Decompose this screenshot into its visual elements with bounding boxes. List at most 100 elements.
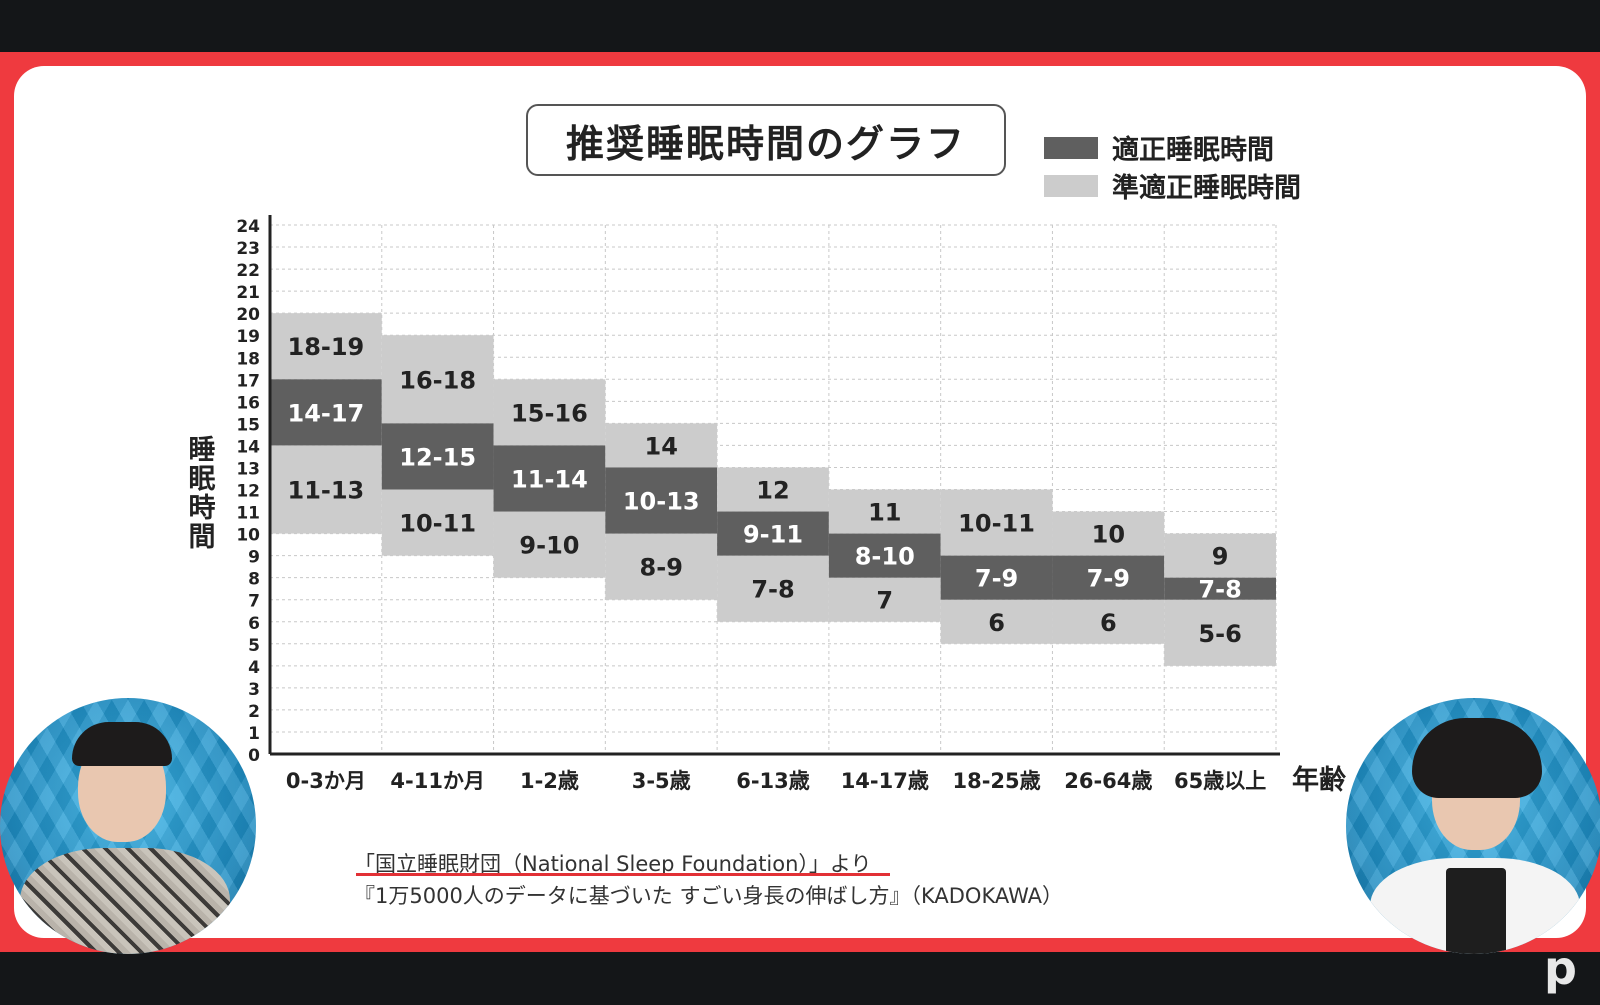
y-tick-label: 8 [248, 570, 260, 590]
y-tick-label: 9 [248, 548, 260, 568]
x-tick-label: 3-5歳 [632, 769, 691, 793]
y-tick-label: 10 [236, 526, 260, 546]
bar-semi-upper [605, 423, 718, 468]
y-tick-label: 5 [248, 636, 260, 656]
person-hair [1412, 718, 1542, 798]
legend-label-optimal: 適正睡眠時間 [1112, 135, 1274, 166]
bar-optimal [828, 533, 941, 578]
y-tick-label: 13 [236, 459, 260, 479]
bar-label-semi-lower: 5-6 [1198, 620, 1241, 648]
y-axis-label: 睡眠時間 [188, 435, 216, 553]
y-tick-labels: 0123456789101112131415161718192021222324 [236, 217, 260, 766]
bar-label-semi-lower: 6 [988, 609, 1005, 637]
bar-semi-upper [717, 467, 829, 512]
x-tick-label: 6-13歳 [736, 769, 810, 793]
y-tick-label: 14 [236, 437, 260, 457]
y-tick-label: 2 [248, 702, 260, 722]
bar-label-semi-upper: 16-18 [399, 366, 476, 394]
source-line-2: 『1万5000人のデータに基づいた すごい身長の伸ばし方』（KADOKAWA） [354, 884, 1064, 908]
legend-item-optimal: 適正睡眠時間 [1044, 128, 1274, 167]
y-tick-label: 20 [236, 305, 260, 325]
presenter-camera-left [0, 698, 256, 954]
y-tick-label: 24 [236, 217, 260, 237]
bar-label-semi-lower: 9-10 [519, 532, 579, 560]
y-tick-label: 21 [236, 283, 260, 303]
presenter-camera-right [1346, 698, 1600, 954]
bar-optimal [940, 555, 1053, 600]
bar-label-semi-lower: 10-11 [399, 510, 476, 538]
y-tick-label: 22 [236, 261, 260, 281]
x-tick-label: 26-64歳 [1064, 769, 1152, 793]
x-tick-label: 18-25歳 [952, 769, 1040, 793]
bar-label-semi-upper: 10 [1092, 521, 1125, 549]
bar-labels: 14-17 18-19 11-13 12-15 16-18 10-11 11-14 15-16… [288, 333, 1242, 648]
bar-label-semi-upper: 15-16 [511, 399, 588, 427]
bar-label-optimal: 7-8 [1198, 576, 1241, 604]
bar-semi-upper [940, 489, 1053, 556]
y-tick-label: 6 [248, 614, 260, 634]
y-tick-label: 11 [236, 504, 260, 524]
bar-semi-lower [1164, 599, 1276, 666]
bar-layer [270, 313, 1276, 666]
brand-logo: p [1544, 941, 1577, 995]
axes [268, 215, 1280, 756]
person-body [20, 848, 230, 954]
bar-semi-upper [270, 313, 382, 380]
bar-optimal [1052, 555, 1165, 600]
bar-optimal [1164, 577, 1276, 600]
bar-label-optimal: 12-15 [399, 443, 476, 471]
y-tick-label: 4 [248, 658, 260, 678]
bar-semi-lower [270, 445, 382, 534]
bar-label-semi-upper: 14 [645, 432, 678, 460]
legend-label-semi-optimal: 準適正睡眠時間 [1112, 173, 1301, 204]
bar-label-semi-lower: 8-9 [640, 554, 683, 582]
bar-semi-lower [828, 577, 941, 622]
x-tick-labels: 0-3か月 4-11か月 1-2歳 3-5歳 6-13歳 14-17歳 18-25歳 26-6… [286, 769, 1266, 793]
legend-swatch-optimal [1044, 136, 1098, 159]
x-tick-label: 0-3か月 [286, 769, 366, 793]
chart-title: 推奨睡眠時間のグラフ [565, 121, 966, 166]
bar-label-optimal: 9-11 [743, 521, 803, 549]
bar-semi-upper [1052, 511, 1165, 556]
source-underline [356, 873, 890, 876]
bar-semi-upper [381, 335, 494, 424]
x-tick-label: 14-17歳 [841, 769, 929, 793]
bar-semi-lower [717, 555, 829, 622]
bar-label-semi-upper: 11 [868, 499, 901, 527]
y-tick-label: 3 [248, 680, 260, 700]
x-axis-label: 年齢 [1292, 765, 1346, 796]
y-tick-label: 0 [248, 746, 260, 766]
bar-semi-lower [493, 511, 606, 578]
y-tick-label: 19 [236, 327, 260, 347]
bar-label-optimal: 10-13 [623, 488, 700, 516]
bar-semi-lower [1052, 599, 1165, 644]
bar-label-semi-lower: 7 [876, 587, 893, 615]
bar-semi-upper [828, 489, 941, 534]
x-tick-label: 65歳以上 [1174, 769, 1266, 793]
bar-semi-lower [940, 599, 1053, 644]
y-tick-label: 18 [236, 349, 260, 369]
bar-label-semi-upper: 18-19 [288, 333, 365, 361]
bar-optimal [493, 445, 606, 512]
bar-optimal [381, 423, 494, 490]
bar-label-optimal: 14-17 [288, 399, 365, 427]
y-tick-label: 17 [236, 371, 260, 391]
bar-semi-upper [493, 379, 606, 446]
y-tick-label: 1 [248, 724, 260, 744]
y-tick-label: 16 [236, 393, 260, 413]
bar-label-semi-upper: 10-11 [958, 510, 1035, 538]
bar-label-semi-upper: 9 [1212, 543, 1229, 571]
source-line-1: 「国立睡眠財団（National Sleep Foundation）」より [354, 852, 872, 876]
chart-title-box: 推奨睡眠時間のグラフ [526, 104, 1006, 176]
y-tick-label: 23 [236, 239, 260, 259]
legend-swatch-semi-optimal [1044, 174, 1098, 197]
y-tick-label: 7 [248, 592, 260, 612]
bar-semi-lower [605, 533, 718, 600]
bar-semi-lower [381, 489, 494, 556]
person-hair [72, 722, 172, 766]
bar-label-semi-lower: 11-13 [288, 477, 365, 505]
y-tick-label: 15 [236, 415, 260, 435]
person-shirt [1446, 868, 1506, 954]
bar-optimal [605, 467, 718, 534]
